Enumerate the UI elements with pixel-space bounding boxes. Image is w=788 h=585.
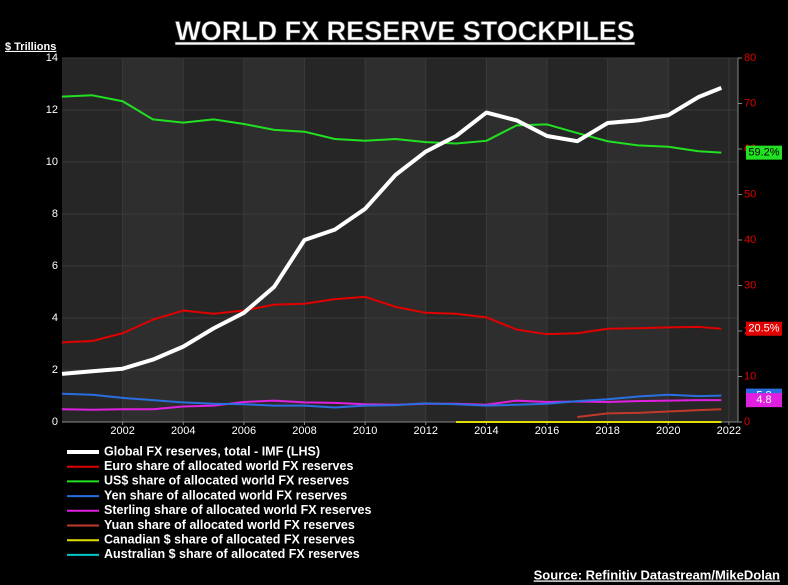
y2-tick-label: 0 [744, 416, 750, 428]
y2-tick-label: 30 [744, 279, 756, 291]
end-label-box [746, 145, 782, 160]
y2-tick-label: 50 [744, 188, 756, 200]
plot-band [486, 58, 548, 422]
x-tick-label: 2012 [414, 425, 438, 437]
y2-tick-label: 70 [744, 97, 756, 109]
y2-tick-label: 10 [744, 370, 756, 382]
x-tick-label: 2010 [353, 425, 377, 437]
y-tick-label: 6 [52, 260, 58, 272]
x-tick-label: 2008 [292, 425, 316, 437]
x-tick-label: 2020 [656, 425, 680, 437]
legend-label: Sterling share of allocated world FX res… [104, 503, 372, 517]
legend-label: Global FX reserves, total - IMF (LHS) [104, 444, 320, 458]
end-label: 4.8 [756, 394, 771, 406]
end-label: 20.5% [748, 323, 779, 335]
y-tick-label: 14 [46, 52, 58, 64]
y2-tick-label: 40 [744, 234, 756, 246]
series-line [61, 94, 722, 154]
y2-tick-label: 80 [744, 52, 756, 64]
y-tick-label: 8 [52, 208, 58, 220]
series-line [61, 392, 722, 409]
x-tick-label: 2006 [232, 425, 256, 437]
series-line [61, 86, 723, 376]
y-tick-label: 12 [46, 104, 58, 116]
plot-band [243, 58, 305, 422]
plot-band [607, 58, 669, 422]
end-label: 59.2% [748, 147, 779, 159]
legend-label: Euro share of allocated world FX reserve… [104, 459, 353, 473]
series-line [577, 408, 722, 418]
y-tick-label: 2 [52, 364, 58, 376]
y-axis-label: $ Trillions [5, 41, 56, 53]
legend-label: US$ share of allocated world FX reserves [104, 474, 349, 488]
x-tick-label: 2004 [171, 425, 195, 437]
x-tick-label: 2018 [595, 425, 619, 437]
legend-label: Yuan share of allocated world FX reserve… [104, 518, 355, 532]
end-label-box [746, 393, 782, 408]
y-tick-label: 4 [52, 312, 58, 324]
series-line [61, 295, 722, 344]
y-tick-label: 10 [46, 156, 58, 168]
x-tick-label: 2002 [110, 425, 134, 437]
source-note: Source: Refinitiv Datastream/MikeDolan [534, 567, 780, 582]
x-tick-label: 2014 [474, 425, 498, 437]
legend-label: Yen share of allocated world FX reserves [104, 488, 347, 502]
x-tick-label: 2016 [535, 425, 559, 437]
legend-label: Australian $ share of allocated FX reser… [104, 547, 360, 561]
chart-title: WORLD FX RESERVE STOCKPILES [175, 16, 635, 46]
x-tick-label: 2022 [717, 425, 741, 437]
end-label-box [746, 321, 782, 336]
legend-label: Canadian $ share of allocated FX reserve… [104, 532, 355, 546]
y-tick-label: 0 [52, 416, 58, 428]
plot-band [365, 58, 426, 422]
